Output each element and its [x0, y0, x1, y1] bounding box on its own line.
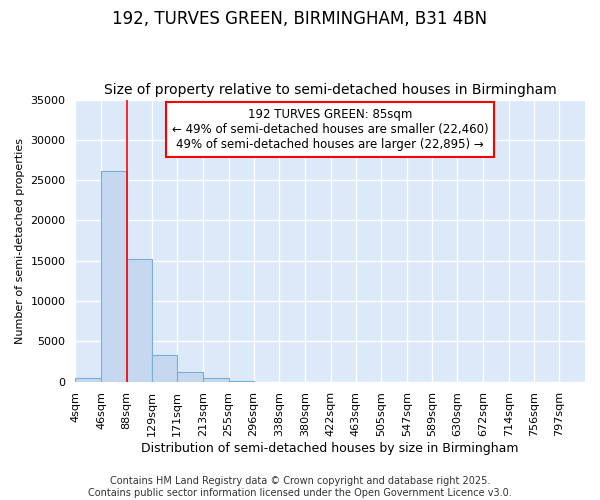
Title: Size of property relative to semi-detached houses in Birmingham: Size of property relative to semi-detach… [104, 83, 557, 97]
Text: 192 TURVES GREEN: 85sqm
← 49% of semi-detached houses are smaller (22,460)
49% o: 192 TURVES GREEN: 85sqm ← 49% of semi-de… [172, 108, 488, 151]
X-axis label: Distribution of semi-detached houses by size in Birmingham: Distribution of semi-detached houses by … [142, 442, 519, 455]
Bar [178, 372, 203, 382]
Bar [152, 355, 178, 382]
Bar [203, 378, 229, 382]
Bar [101, 172, 127, 382]
Y-axis label: Number of semi-detached properties: Number of semi-detached properties [15, 138, 25, 344]
Text: Contains HM Land Registry data © Crown copyright and database right 2025.
Contai: Contains HM Land Registry data © Crown c… [88, 476, 512, 498]
Bar [76, 378, 101, 382]
Text: 192, TURVES GREEN, BIRMINGHAM, B31 4BN: 192, TURVES GREEN, BIRMINGHAM, B31 4BN [112, 10, 488, 28]
Bar [127, 259, 152, 382]
